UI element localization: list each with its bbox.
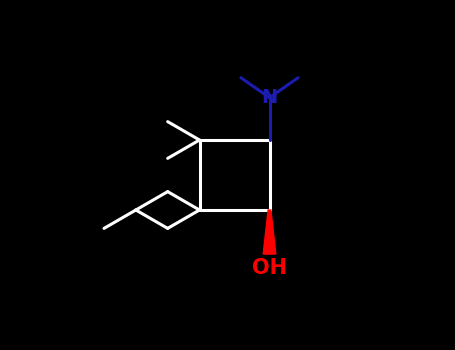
Text: OH: OH	[252, 258, 287, 278]
Text: N: N	[261, 88, 278, 107]
Polygon shape	[263, 210, 276, 254]
